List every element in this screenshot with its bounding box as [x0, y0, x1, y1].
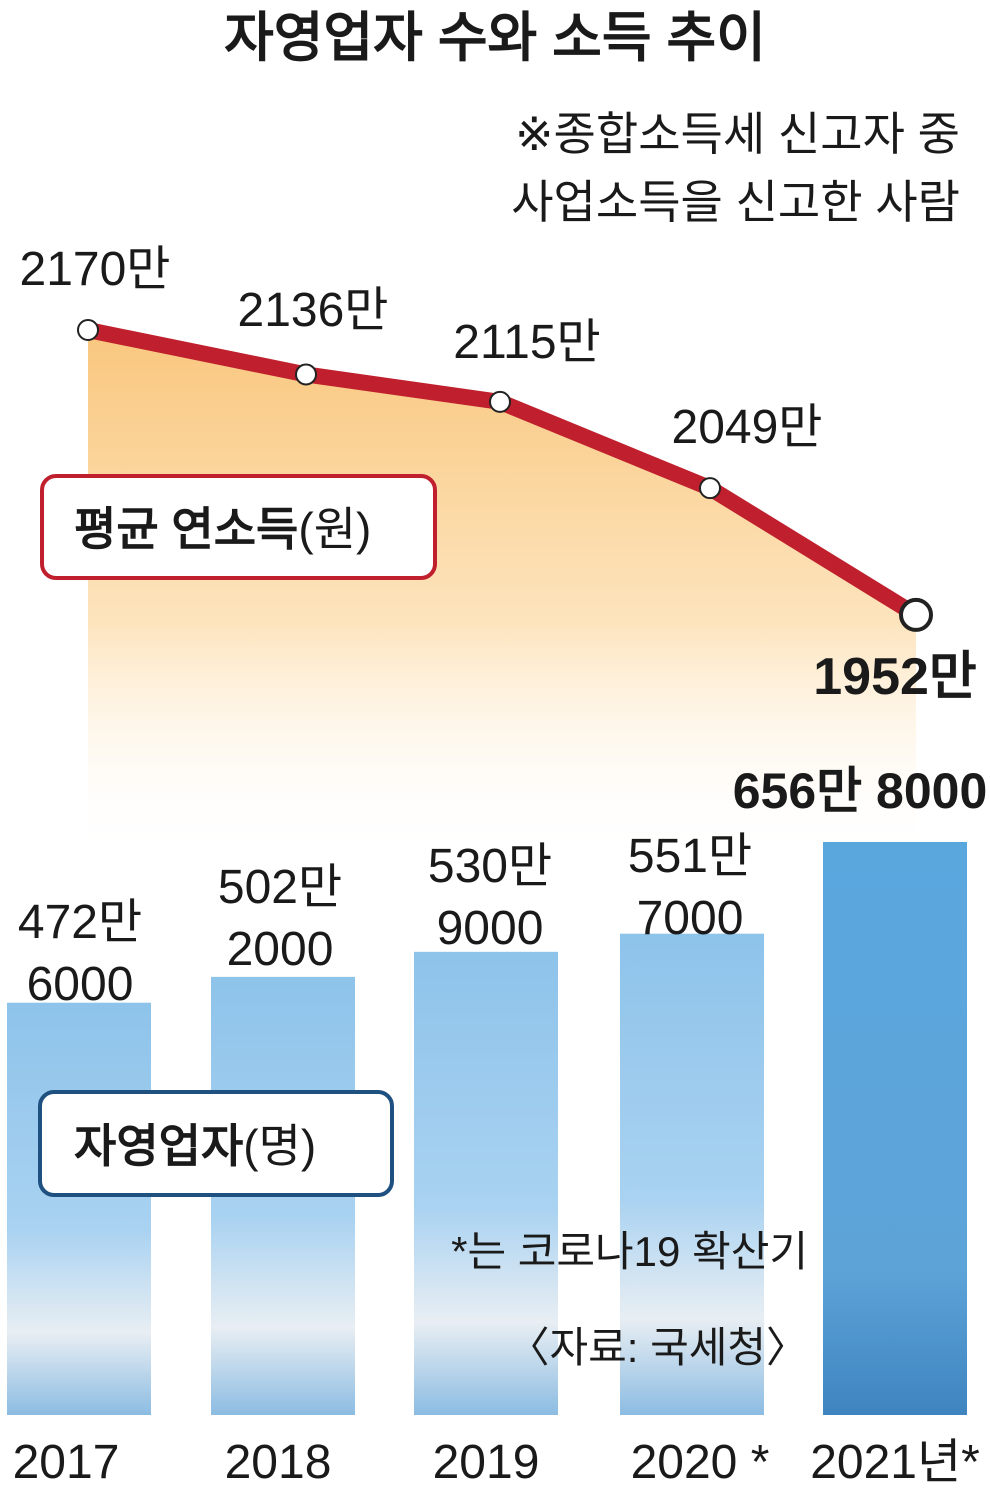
chart-title: 자영업자 수와 소득 추이 [224, 8, 766, 68]
bar [414, 951, 558, 1415]
bar [620, 933, 764, 1415]
marker [295, 363, 317, 386]
marker [899, 597, 933, 632]
note: 사업소득을 신고한 사람 [511, 176, 960, 228]
data-label-line: 472만 [18, 896, 142, 949]
legend-unit: (원) [298, 503, 371, 555]
legend-name: 평균 연소득 [74, 503, 298, 555]
legend-box [40, 474, 437, 580]
data-label: 502만 2000 [218, 861, 342, 976]
data-label: 530만 9000 [428, 840, 552, 955]
data-label-line: 502만 [218, 861, 342, 914]
marker [699, 477, 721, 500]
legend-entry: 자영업자(명) [74, 1120, 316, 1172]
data-label-line: 7000 [637, 892, 744, 945]
data-label: 472만 6000 [18, 896, 142, 1011]
data-label: 2115만 [453, 316, 600, 369]
legend-entry: 평균 연소득(원) [74, 503, 371, 555]
footnote: *는 코로나19 확산기 [451, 1228, 808, 1275]
data-label: 2049만 [672, 401, 823, 454]
data-label-line: 6000 [27, 958, 134, 1011]
legend-unit: (명) [243, 1120, 316, 1172]
marker [77, 319, 99, 341]
data-label-line: 2000 [227, 923, 334, 976]
data-label: 1952만 [813, 648, 977, 706]
data-label: 2136만 [238, 284, 389, 337]
marker [489, 390, 511, 413]
source: 〈자료: 국세청〉 [507, 1324, 808, 1371]
data-label-line: 530만 [428, 840, 552, 893]
bar [823, 842, 967, 1415]
data-label-line: 551만 [628, 830, 752, 883]
x-tick-label: 2020 * [631, 1436, 770, 1488]
x-tick-label: 2019 [433, 1436, 540, 1488]
area [88, 330, 916, 860]
bar [7, 1002, 151, 1415]
x-tick-label: 2017 [13, 1436, 120, 1488]
data-label: 551만 7000 [628, 830, 752, 945]
legend-box [38, 1090, 394, 1197]
data-label-line: 9000 [437, 902, 544, 955]
data-label: 2170만 [20, 243, 171, 296]
note: ※종합소득세 신고자 중 [515, 108, 960, 160]
data-label-line: 656만 8000 [733, 763, 988, 819]
x-tick-label: 2018 [225, 1436, 332, 1488]
legend-name: 자영업자 [74, 1120, 243, 1172]
x-tick-label: 2021년* [810, 1436, 980, 1488]
data-label: 656만 8000 [733, 763, 988, 819]
